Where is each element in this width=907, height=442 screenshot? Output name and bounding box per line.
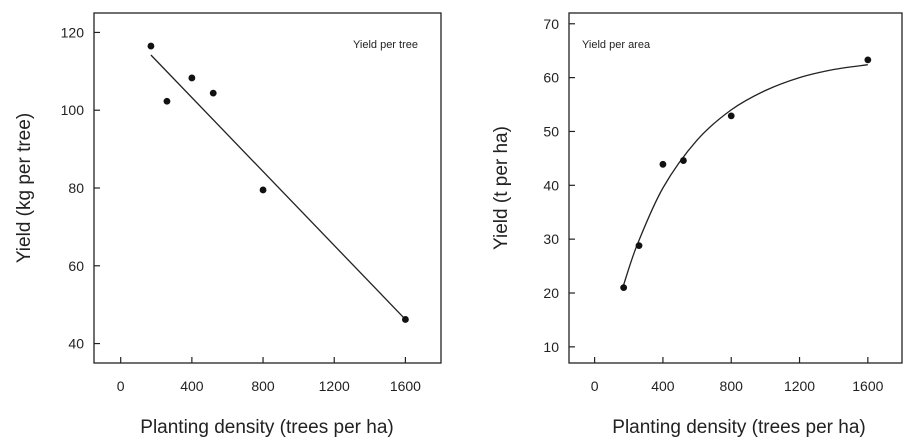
y-tick-label: 70	[543, 16, 559, 32]
y-tick-label: 50	[543, 123, 559, 139]
x-tick-label: 0	[591, 378, 599, 394]
x-tick-label: 1600	[852, 378, 883, 394]
data-point	[188, 74, 196, 82]
data-point	[163, 97, 171, 105]
data-point	[147, 42, 155, 50]
data-point	[620, 284, 628, 292]
plot-frame	[568, 12, 903, 364]
axis-ticks: 0 400 800 1200 1600 10 20 30 40 50 60 70	[543, 16, 883, 394]
data-point	[209, 89, 217, 97]
panel-yield-per-area: 0 400 800 1200 1600 10 20 30 40 50 60 70 Yield per …	[491, 12, 903, 438]
x-tick-label: 400	[180, 378, 204, 394]
data-point	[635, 242, 643, 250]
y-tick-label: 60	[543, 70, 559, 86]
y-axis-title: Yield (kg per tree)	[14, 113, 35, 263]
y-tick-label: 100	[61, 102, 85, 118]
x-tick-label: 800	[720, 378, 744, 394]
y-axis-title: Yield (t per ha)	[491, 126, 512, 250]
data-point	[402, 316, 409, 323]
plot-frame	[93, 12, 442, 364]
data-point	[659, 160, 667, 168]
data-point	[864, 56, 872, 64]
y-tick-label: 120	[61, 24, 85, 40]
data-point	[727, 112, 735, 120]
inset-label: Yield per area	[582, 39, 651, 51]
x-tick-label: 800	[251, 378, 275, 394]
axis-ticks: 0 400 800 1200 1600 40 60 80 100 120	[61, 24, 422, 394]
x-tick-label: 1200	[319, 378, 350, 394]
y-tick-label: 20	[543, 285, 559, 301]
data-points	[147, 42, 409, 323]
x-axis-title: Planting density (trees per ha)	[140, 417, 393, 438]
x-tick-label: 0	[117, 378, 125, 394]
data-points	[620, 56, 872, 292]
y-tick-label: 40	[68, 336, 84, 352]
x-axis-title: Planting density (trees per ha)	[612, 417, 865, 438]
x-tick-label: 1200	[784, 378, 815, 394]
fit-curve-group	[622, 64, 868, 286]
fit-line	[150, 54, 406, 320]
x-tick-label: 1600	[390, 378, 421, 394]
fit-curve	[622, 64, 868, 286]
fit-line-group	[150, 54, 406, 320]
inset-label: Yield per tree	[353, 39, 418, 51]
y-tick-label: 10	[543, 339, 559, 355]
y-tick-label: 80	[68, 180, 84, 196]
x-tick-label: 400	[651, 378, 675, 394]
data-point	[259, 186, 267, 194]
panel-yield-per-tree: 0 400 800 1200 1600 40 60 80 100 120 Yield per tr…	[14, 12, 442, 438]
data-point	[680, 157, 687, 164]
y-tick-label: 60	[68, 258, 84, 274]
y-tick-label: 40	[543, 177, 559, 193]
y-tick-label: 30	[543, 231, 559, 247]
